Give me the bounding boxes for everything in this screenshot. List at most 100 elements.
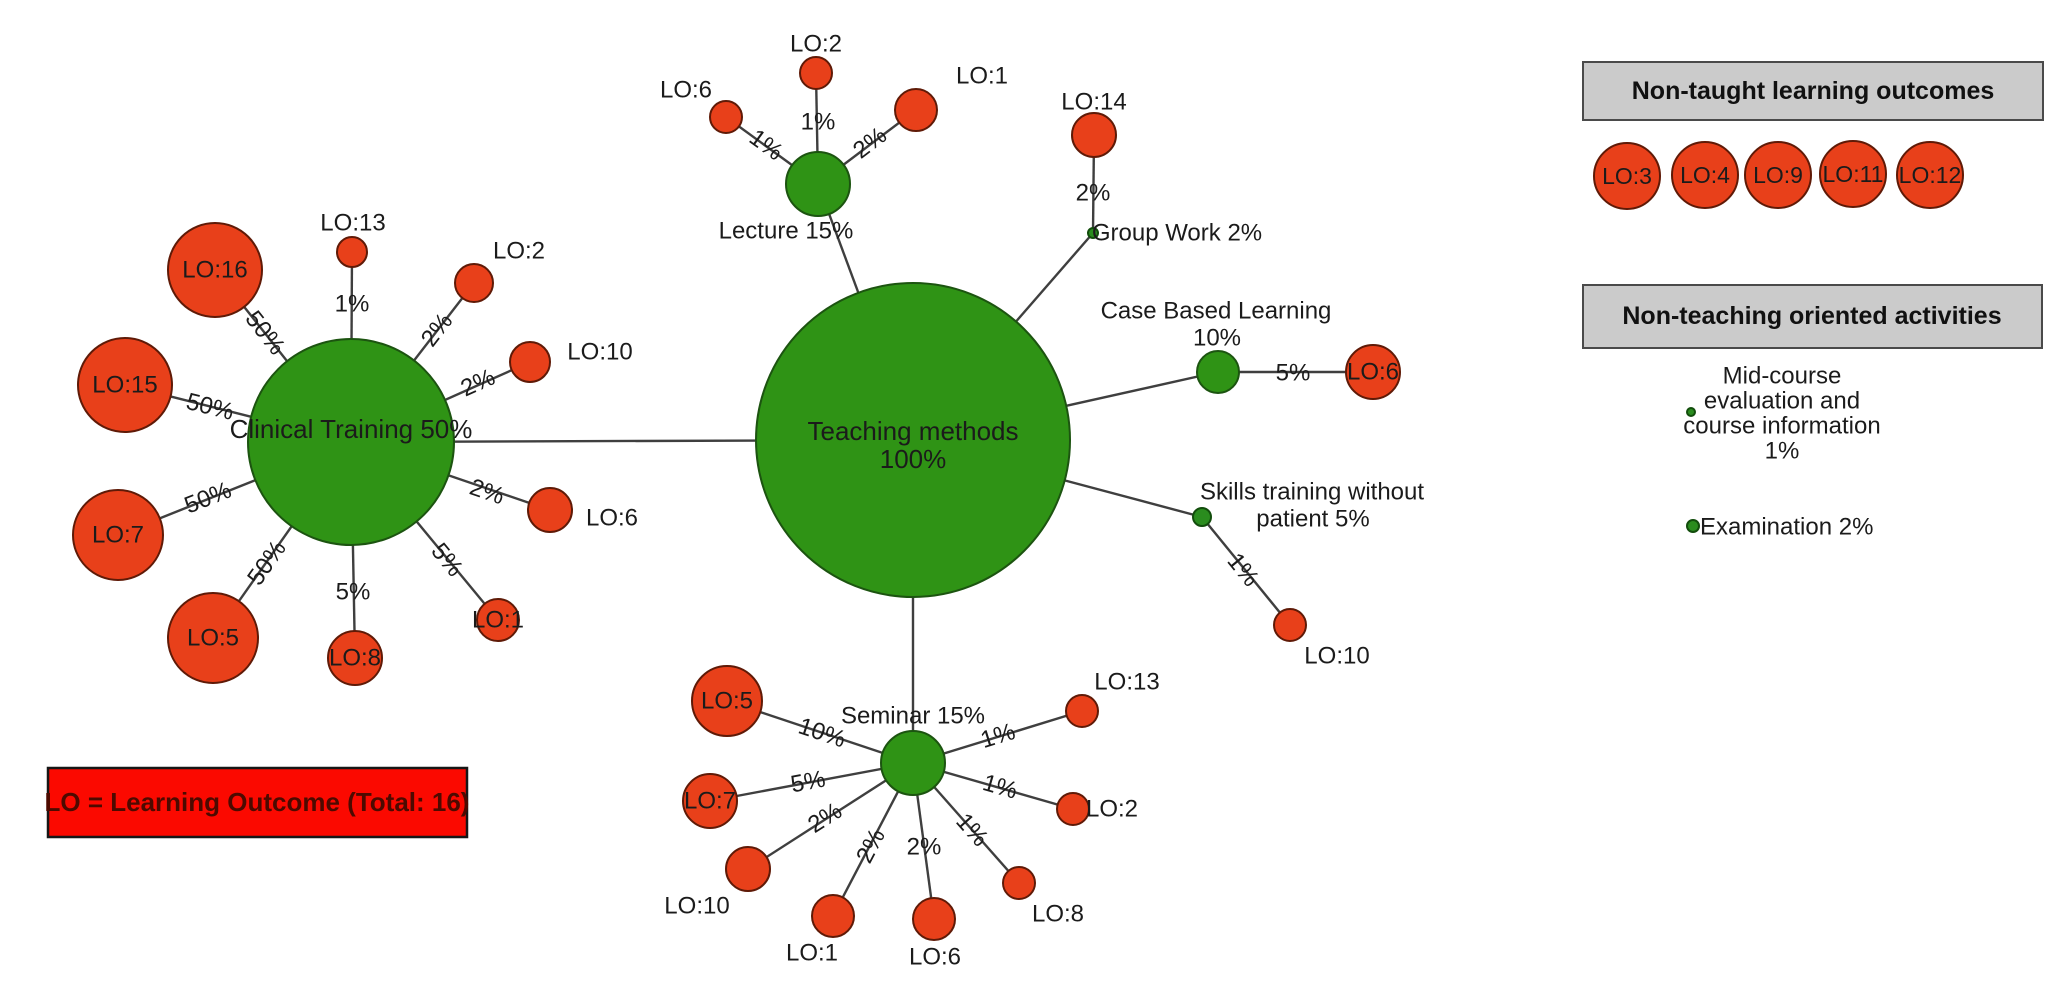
edge-label-clinical-ct-lo16: 50%: [240, 306, 291, 360]
node-label-ct-lo1-0: LO:1: [472, 607, 524, 634]
panel-lo-circle-1: [1671, 141, 1739, 209]
edge-seminar-sem-lo7: [709, 761, 914, 803]
non-teaching-panel: Non-teaching oriented activities Mid-cou…: [1582, 284, 2043, 541]
node-label-teaching-0: Teaching methods: [807, 416, 1018, 446]
node-label-ct-lo8-0: LO:8: [329, 645, 381, 672]
node-label-sem-lo1-0: LO:1: [786, 940, 838, 967]
edge-label-lecture-lec-lo1: 2%: [848, 122, 892, 164]
non-taught-panel-box: [1582, 61, 2044, 121]
non-teaching-panel-box: [1582, 284, 2043, 349]
examination-dot-icon: [1686, 519, 1700, 533]
midcourse-label-line4: 1%: [1765, 438, 1800, 465]
node-ct-lo7: [72, 489, 164, 581]
node-sem-lo6: [912, 897, 956, 941]
edge-label-clinical-ct-lo10: 2%: [457, 364, 500, 403]
node-label-cbl-0: Case Based Learning: [1101, 298, 1332, 325]
edge-label-groupwork-gw-lo14: 2%: [1076, 180, 1111, 207]
edge-label-seminar-sem-lo10: 2%: [803, 797, 847, 838]
node-ct-lo13: [336, 236, 368, 268]
node-ct-lo15: [77, 337, 173, 433]
edge-label-clinical-ct-lo8: 5%: [336, 579, 371, 606]
node-label-ct-lo15-0: LO:15: [92, 372, 157, 399]
node-label-sem-lo13-0: LO:13: [1094, 669, 1159, 696]
node-label-ct-lo7-0: LO:7: [92, 522, 144, 549]
panel-lo-circle-2: [1744, 141, 1812, 209]
node-ct-lo6: [527, 487, 573, 533]
node-label-ct-lo10-0: LO:10: [567, 339, 632, 366]
examination-label: Examination 2%: [1700, 514, 1873, 541]
node-ct-lo10: [509, 341, 551, 383]
panel-lo-label-2: LO:9: [1753, 162, 1803, 188]
node-lec-lo1: [894, 88, 938, 132]
edge-label-seminar-sem-lo2: 1%: [980, 769, 1021, 805]
midcourse-dot-icon: [1686, 407, 1696, 417]
node-sem-lo7: [682, 773, 738, 829]
node-ct-lo8: [327, 630, 383, 686]
node-label-lec-lo2-0: LO:2: [790, 31, 842, 58]
node-lec-lo6: [709, 100, 743, 134]
node-lec-lo2: [799, 56, 833, 90]
node-sem-lo5: [691, 665, 763, 737]
node-label-ct-lo16-0: LO:16: [182, 257, 247, 284]
node-label-groupwork-0: Group Work 2%: [1092, 220, 1262, 247]
node-label-sem-lo8-0: LO:8: [1032, 901, 1084, 928]
edge-label-lecture-lec-lo6: 1%: [744, 124, 788, 166]
midcourse-label-line3: course information: [1683, 413, 1880, 440]
node-label-skills-1: patient 5%: [1256, 506, 1369, 533]
node-sem-lo2: [1056, 792, 1090, 826]
node-label-ct-lo6-0: LO:6: [586, 505, 638, 532]
panel-lo-label-4: LO:12: [1899, 162, 1962, 188]
node-label-clinical-0: Clinical Training 50%: [230, 414, 473, 444]
legend-note-text: LO = Learning Outcome (Total: 16): [45, 787, 470, 817]
node-lecture: [785, 151, 851, 217]
edge-skills-sk-lo10: [1201, 516, 1291, 626]
node-sk-lo10: [1273, 608, 1307, 642]
non-teaching-panel-title: Non-teaching oriented activities: [1622, 302, 2001, 330]
edge-label-seminar-sem-lo1: 2%: [851, 824, 891, 867]
edge-label-seminar-sem-lo6: 2%: [907, 834, 942, 861]
node-label-sk-lo10-0: LO:10: [1304, 643, 1369, 670]
node-label-sem-lo6-0: LO:6: [909, 944, 961, 971]
panel-lo-label-1: LO:4: [1680, 162, 1730, 188]
edge-label-seminar-sem-lo7: 5%: [788, 766, 827, 799]
node-label-sem-lo10-0: LO:10: [664, 893, 729, 920]
node-label-cbl-lo6-0: LO:6: [1347, 359, 1399, 386]
panel-lo-circle-3: [1819, 140, 1887, 208]
node-label-ct-lo2-0: LO:2: [493, 238, 545, 265]
node-ct-lo16: [167, 222, 263, 318]
edge-label-clinical-ct-lo2: 2%: [416, 308, 459, 352]
edge-label-clinical-ct-lo5: 50%: [242, 536, 292, 591]
node-skills: [1192, 507, 1212, 527]
edge-label-clinical-ct-lo6: 2%: [466, 474, 508, 511]
node-label-gw-lo14-0: LO:14: [1061, 89, 1126, 116]
panel-lo-label-3: LO:11: [1823, 161, 1884, 187]
node-cbl: [1196, 350, 1240, 394]
node-sem-lo1: [811, 894, 855, 938]
non-taught-panel: Non-taught learning outcomes LO:3 LO:4 LO:…: [1582, 61, 2044, 210]
node-groupwork: [1087, 227, 1099, 239]
node-label-lec-lo6-0: LO:6: [660, 77, 712, 104]
node-sem-lo10: [725, 846, 771, 892]
node-label-cbl-1: 10%: [1193, 325, 1241, 352]
node-label-sem-lo7-0: LO:7: [684, 788, 736, 815]
non-taught-circles: LO:3 LO:4 LO:9 LO:11 LO:12: [1593, 140, 1964, 210]
node-label-ct-lo5-0: LO:5: [187, 625, 239, 652]
node-ct-lo1: [476, 598, 520, 642]
panel-lo-circle-4: [1896, 141, 1964, 209]
legend-note-box: [46, 766, 469, 839]
midcourse-label-line2: evaluation and: [1704, 388, 1860, 415]
edge-label-lecture-lec-lo2: 1%: [801, 109, 836, 136]
node-label-skills-0: Skills training without: [1200, 479, 1424, 506]
node-cbl-lo6: [1345, 344, 1401, 400]
panel-lo-circle-0: [1593, 142, 1661, 210]
node-clinical: [247, 338, 455, 546]
midcourse-label-line1: Mid-course: [1723, 363, 1842, 390]
node-ct-lo5: [167, 592, 259, 684]
node-ct-lo2: [454, 263, 494, 303]
edge-label-cbl-cbl-lo6: 5%: [1276, 360, 1311, 387]
edge-label-clinical-ct-lo7: 50%: [181, 477, 236, 520]
node-label-sem-lo2-0: LO:2: [1086, 796, 1138, 823]
edge-label-clinical-ct-lo13: 1%: [335, 291, 370, 318]
